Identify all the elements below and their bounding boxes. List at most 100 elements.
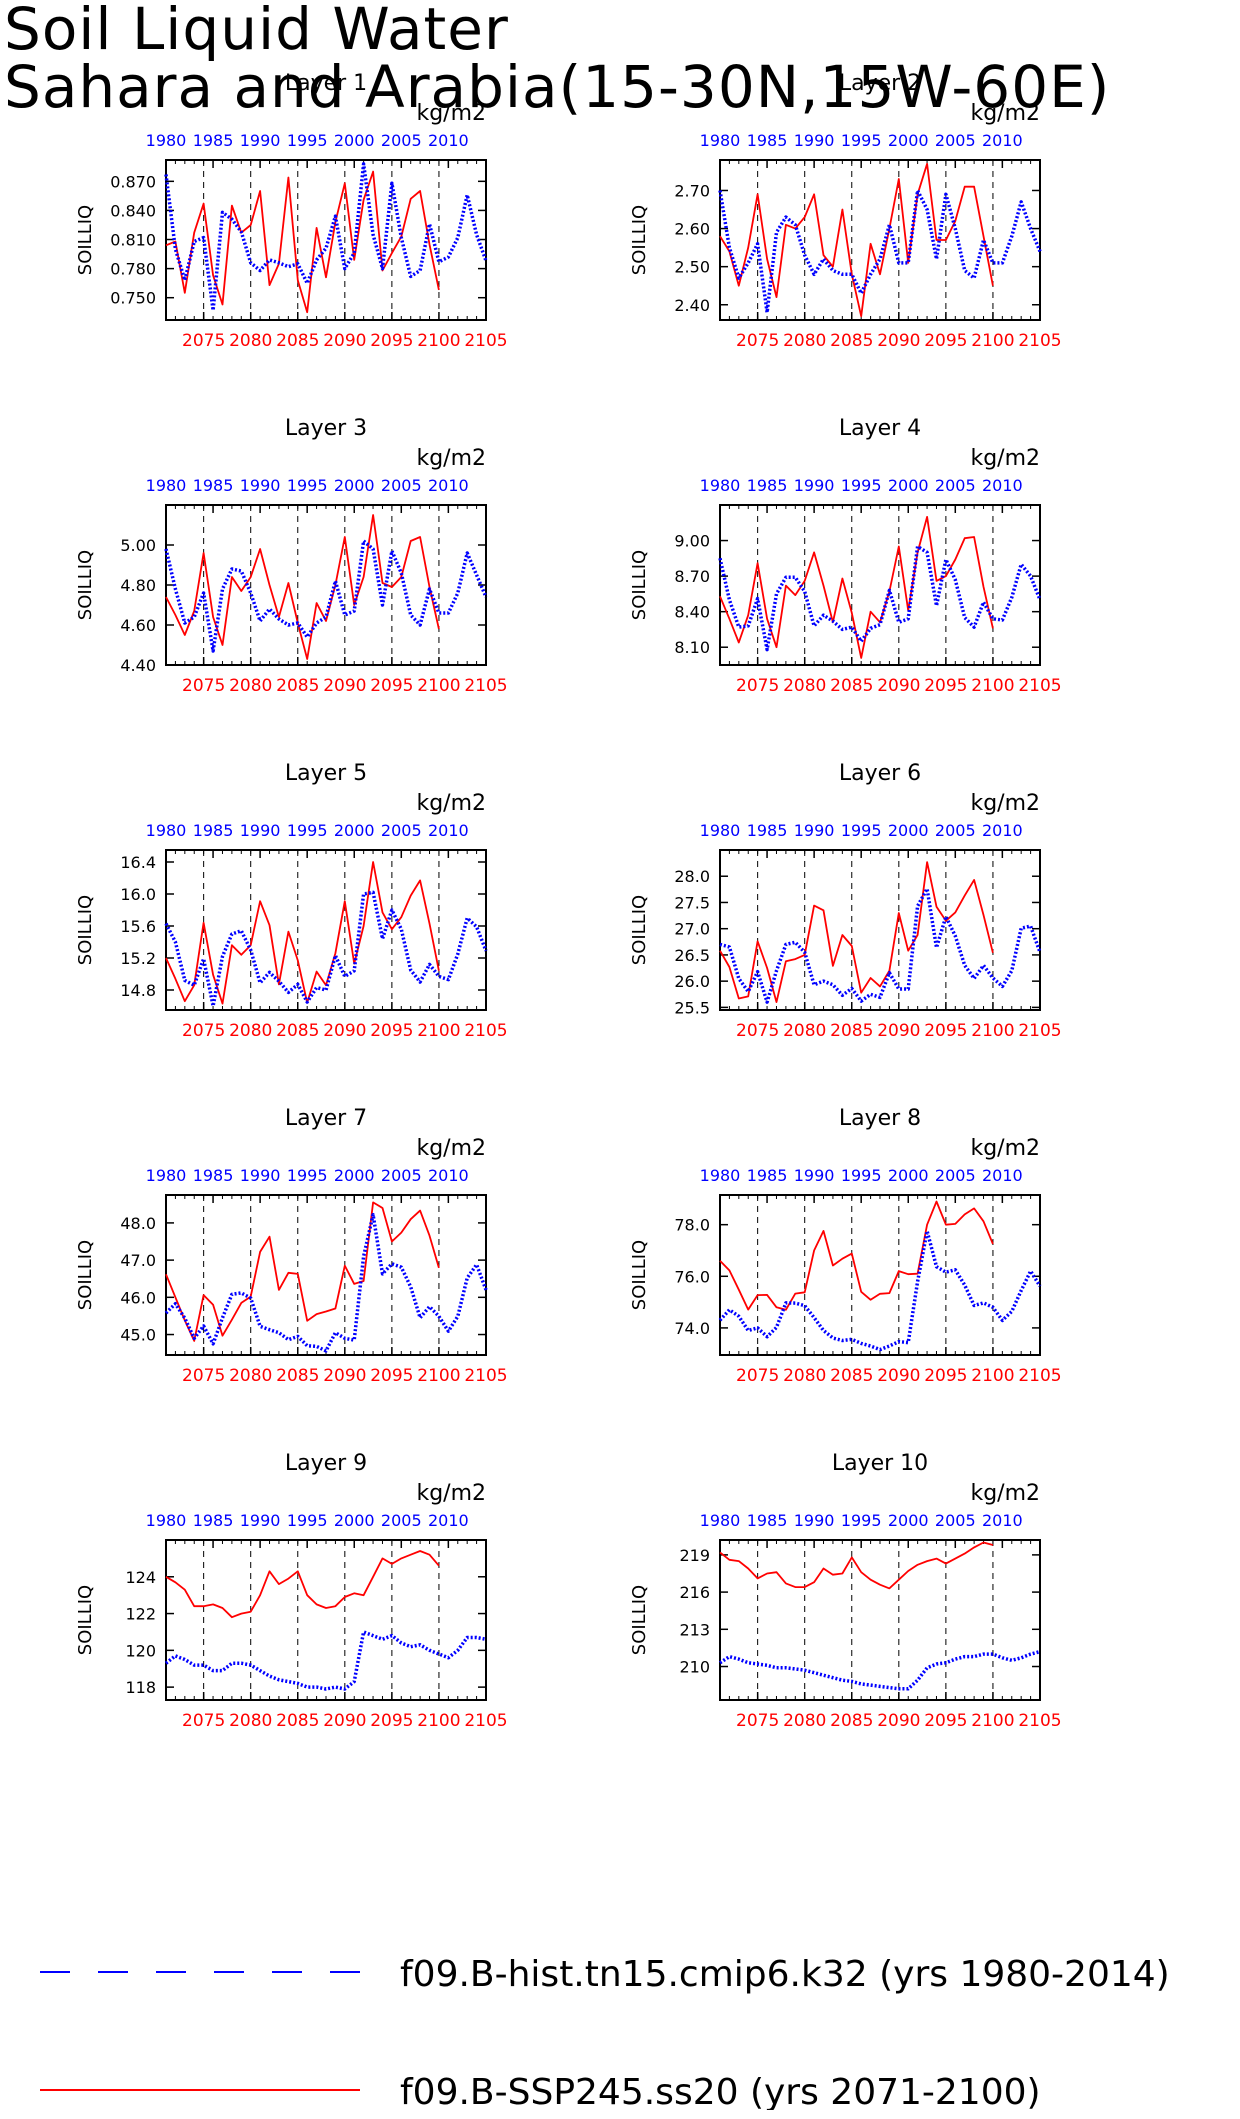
chart-panels: Layer 1 kg/m2 SOILLIQ 1980 1985 1990 1995 2000 2… [75, 71, 1062, 1731]
bottom-tick-label: 2090 [323, 1711, 366, 1731]
bottom-tick-label: 2095 [370, 1711, 413, 1731]
bottom-tick-label: 2105 [1018, 676, 1061, 696]
y-tick-label: 4.60 [120, 616, 156, 635]
ssp-series-line [719, 1541, 994, 1590]
bottom-tick-label: 2100 [971, 331, 1014, 351]
panel-title: Layer 6 [839, 761, 921, 786]
y-tick-label: 48.0 [120, 1214, 156, 1233]
hist-series-line [718, 188, 1042, 315]
bottom-tick-label: 2085 [276, 331, 319, 351]
ssp-series-line [165, 1550, 440, 1619]
y-tick-label: 210 [679, 1658, 710, 1677]
bottom-tick-label: 2075 [736, 1366, 779, 1386]
bottom-tick-label: 2085 [830, 331, 873, 351]
y-tick-label: 4.40 [120, 656, 156, 675]
y-axis-label: SOILLIQ [75, 895, 96, 965]
y-tick-label: 15.2 [120, 949, 156, 968]
bottom-tick-label: 2100 [417, 676, 460, 696]
bottom-tick-label: 2100 [971, 1711, 1014, 1731]
bottom-tick-label: 2085 [276, 676, 319, 696]
top-tick-label: 1995 [841, 1166, 882, 1185]
top-tick-label: 1995 [287, 1166, 328, 1185]
ssp-series-line [719, 861, 994, 1003]
y-tick-label: 0.840 [110, 201, 156, 220]
ssp-series-line [719, 162, 994, 318]
bottom-tick-label: 2090 [877, 1711, 920, 1731]
top-tick-label: 2005 [935, 1166, 976, 1185]
y-tick-label: 0.780 [110, 260, 156, 279]
top-tick-label: 1980 [700, 1511, 741, 1530]
bottom-tick-label: 2100 [417, 1711, 460, 1731]
top-tick-label: 1980 [146, 1166, 187, 1185]
plot-frame [165, 1194, 487, 1356]
bottom-tick-label: 2080 [229, 676, 272, 696]
bottom-tick-label: 2090 [877, 1021, 920, 1041]
chart-panel: Layer 5 kg/m2 SOILLIQ 1980 1985 1990 1995 2000 2… [75, 761, 508, 1041]
y-tick-label: 2.70 [674, 181, 710, 200]
bottom-tick-label: 2085 [276, 1366, 319, 1386]
top-tick-label: 1985 [193, 821, 234, 840]
top-tick-label: 2000 [888, 131, 929, 150]
panel-title: Layer 8 [839, 1106, 921, 1131]
y-tick-label: 46.0 [120, 1288, 156, 1307]
ssp-series-line [165, 861, 440, 1005]
top-tick-label: 2000 [334, 131, 375, 150]
y-tick-label: 28.0 [674, 867, 710, 886]
y-tick-label: 78.0 [674, 1216, 710, 1235]
top-tick-label: 1990 [240, 1511, 281, 1530]
y-axis-label: SOILLIQ [629, 205, 650, 275]
top-tick-label: 1980 [146, 131, 187, 150]
top-tick-label: 1990 [240, 821, 281, 840]
bottom-tick-label: 2080 [229, 331, 272, 351]
bottom-tick-label: 2100 [417, 331, 460, 351]
chart-panel: Layer 7 kg/m2 SOILLIQ 1980 1985 1990 1995 2000 2… [75, 1106, 508, 1386]
top-tick-label: 2000 [888, 476, 929, 495]
top-tick-label: 1985 [193, 1166, 234, 1185]
top-tick-label: 1995 [287, 131, 328, 150]
page-title: Soil Liquid Water Sahara and Arabia(15-3… [4, 0, 1110, 116]
panel-title: Layer 10 [832, 1451, 928, 1476]
bottom-tick-label: 2085 [830, 1366, 873, 1386]
bottom-tick-label: 2080 [783, 1711, 826, 1731]
y-axis-label: SOILLIQ [629, 895, 650, 965]
y-tick-label: 14.8 [120, 981, 156, 1000]
bottom-tick-label: 2105 [464, 1366, 507, 1386]
y-tick-label: 27.0 [674, 920, 710, 939]
bottom-tick-label: 2075 [182, 1711, 225, 1731]
y-tick-label: 8.40 [674, 603, 710, 622]
panel-title: Layer 2 [839, 71, 921, 96]
bottom-tick-label: 2100 [971, 676, 1014, 696]
y-tick-label: 26.5 [674, 946, 710, 965]
plot-frame [165, 504, 487, 666]
bottom-tick-label: 2085 [276, 1021, 319, 1041]
plot-frame [719, 1539, 1041, 1701]
ssp-series-line [719, 1200, 994, 1311]
top-tick-label: 2010 [982, 1511, 1023, 1530]
units-label: kg/m2 [416, 791, 486, 816]
hist-series-line [719, 1649, 1041, 1691]
y-tick-label: 216 [679, 1583, 710, 1602]
hist-series-line [164, 539, 488, 653]
hist-series-line [164, 162, 488, 313]
top-tick-label: 2010 [982, 131, 1023, 150]
page-title-line-1: Soil Liquid Water [4, 0, 509, 63]
top-tick-label: 1985 [193, 131, 234, 150]
y-tick-label: 0.810 [110, 231, 156, 250]
top-tick-label: 2010 [982, 476, 1023, 495]
bottom-tick-label: 2105 [464, 1711, 507, 1731]
bottom-tick-label: 2105 [1018, 331, 1061, 351]
y-tick-label: 45.0 [120, 1326, 156, 1345]
top-tick-label: 1985 [193, 476, 234, 495]
y-axis-label: SOILLIQ [75, 1585, 96, 1655]
top-tick-label: 2010 [428, 131, 469, 150]
y-axis-label: SOILLIQ [75, 1240, 96, 1310]
bottom-tick-label: 2075 [182, 676, 225, 696]
top-tick-label: 2010 [982, 1166, 1023, 1185]
y-axis-label: SOILLIQ [75, 550, 96, 620]
bottom-tick-label: 2090 [323, 676, 366, 696]
bottom-tick-label: 2075 [182, 331, 225, 351]
top-tick-label: 2005 [381, 476, 422, 495]
bottom-tick-label: 2075 [736, 676, 779, 696]
y-tick-label: 16.0 [120, 885, 156, 904]
panel-title: Layer 7 [285, 1106, 367, 1131]
